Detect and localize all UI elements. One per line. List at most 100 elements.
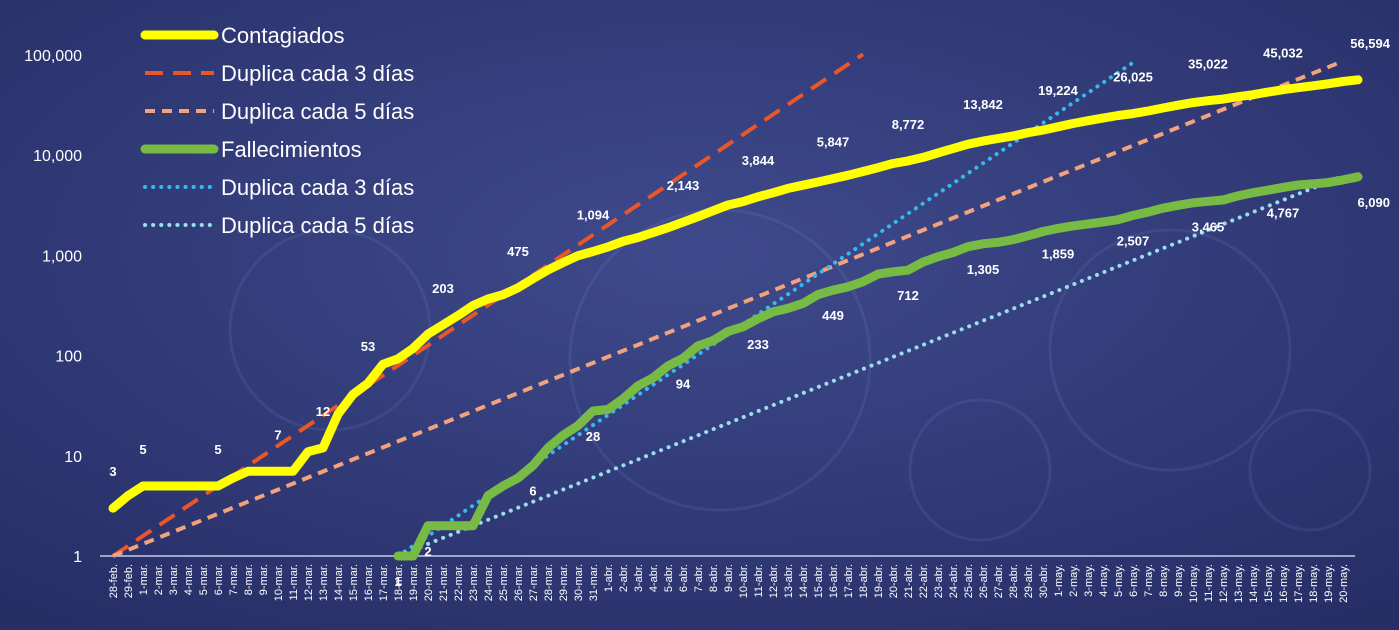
x-tick-label: 8-abr. [708,564,720,592]
x-tick-label: 3-mar. [168,564,180,595]
data-label-3: 3,465 [1192,219,1225,234]
x-tick-label: 1-mar. [138,564,150,595]
data-label-3: 2,507 [1117,233,1150,248]
legend-label-5: Duplica cada 5 días [221,213,414,238]
x-tick-label: 21-abr. [903,564,915,598]
x-tick-label: 14-abr. [798,564,810,598]
data-label-0: 35,022 [1188,57,1228,72]
data-label-0: 5 [139,442,146,457]
x-tick-label: 4-may. [1098,564,1110,597]
x-tick-label: 16-mar. [363,564,375,601]
y-tick-label: 100,000 [24,48,82,65]
x-tick-label: 27-mar. [528,564,540,601]
x-tick-label: 17-may. [1293,564,1305,603]
x-tick-label: 28-mar. [543,564,555,601]
legend-label-0: Contagiados [221,23,345,48]
x-tick-label: 10-abr. [738,564,750,598]
data-label-0: 53 [361,339,375,354]
x-tick-label: 9-abr. [723,564,735,592]
x-tick-label: 14-may. [1248,564,1260,603]
legend-label-2: Duplica cada 5 días [221,99,414,124]
data-label-0: 45,032 [1263,46,1303,61]
data-label-0: 2,143 [667,178,700,193]
data-label-3: 94 [676,376,691,391]
x-tick-label: 27-abr. [993,564,1005,598]
x-tick-label: 20-mar. [423,564,435,601]
data-label-0: 8,772 [892,117,925,132]
x-tick-label: 18-abr. [858,564,870,598]
x-tick-label: 28-feb. [108,564,120,598]
data-label-3: 28 [586,429,600,444]
data-label-3: 233 [747,337,769,352]
x-tick-label: 9-mar. [258,564,270,595]
x-tick-label: 22-abr. [918,564,930,598]
x-tick-label: 10-mar. [273,564,285,601]
x-tick-label: 15-abr. [813,564,825,598]
x-tick-label: 8-mar. [243,564,255,595]
x-tick-label: 6-mar. [213,564,225,595]
x-tick-label: 7-abr. [693,564,705,592]
data-label-0: 19,224 [1038,83,1079,98]
x-tick-label: 11-may. [1203,564,1215,602]
x-tick-label: 15-mar. [348,564,360,601]
x-tick-label: 28-abr. [1008,564,1020,598]
x-tick-label: 18-mar. [393,564,405,601]
series-line-0 [108,75,1363,513]
x-tick-label: 12-abr. [768,564,780,598]
x-tick-label: 2-abr. [618,564,630,592]
x-tick-label: 7-mar. [228,564,240,595]
x-tick-label: 20-abr. [888,564,900,598]
x-tick-label: 17-mar. [378,564,390,601]
legend-label-4: Duplica cada 3 días [221,175,414,200]
x-tick-label: 26-mar. [513,564,525,601]
data-label-3: 6,090 [1357,195,1390,210]
x-tick-label: 29-mar. [558,564,570,601]
data-label-3: 1,859 [1042,246,1075,261]
x-tick-label: 1-abr. [603,564,615,592]
y-tick-label: 10,000 [33,148,82,165]
data-label-3: 4,767 [1267,205,1300,220]
x-tick-label: 3-may. [1083,564,1095,597]
data-label-3: 1 [394,574,401,589]
x-tick-label: 20-may. [1338,564,1350,603]
x-tick-label: 19-abr. [873,564,885,598]
data-label-0: 13,842 [963,97,1003,112]
data-label-3: 2 [424,544,431,559]
data-label-0: 12 [316,404,330,419]
x-tick-label: 3-abr. [633,564,645,592]
x-tick-label: 5-abr. [663,564,675,592]
data-label-0: 203 [432,281,454,296]
y-tick-label: 100 [55,349,82,366]
x-tick-label: 26-abr. [978,564,990,598]
data-label-0: 3 [109,464,116,479]
x-tick-label: 29-feb. [123,564,135,598]
legend-label-3: Fallecimientos [221,137,362,162]
data-label-0: 475 [507,244,529,259]
data-label-3: 712 [897,288,919,303]
data-label-3: 6 [529,484,536,499]
x-tick-label: 30-mar. [573,564,585,601]
x-tick-label: 6-may. [1128,564,1140,597]
x-tick-label: 29-abr. [1023,564,1035,598]
x-tick-label: 14-mar. [333,564,345,601]
x-tick-label: 22-mar. [453,564,465,601]
y-tick-label: 1 [73,549,82,566]
x-tick-label: 16-abr. [828,564,840,598]
x-tick-label: 19-mar. [408,564,420,601]
x-tick-label: 4-mar. [183,564,195,595]
y-tick-label: 1,000 [42,248,82,265]
data-label-0: 5 [214,442,221,457]
x-tick-label: 13-mar. [318,564,330,601]
x-tick-label: 5-may. [1113,564,1125,597]
data-label-3: 449 [822,308,844,323]
x-tick-label: 18-may. [1308,564,1320,603]
x-tick-label: 23-abr. [933,564,945,598]
x-tick-label: 19-may. [1323,564,1335,603]
x-tick-label: 31-mar. [588,564,600,601]
x-tick-label: 21-mar. [438,564,450,601]
x-tick-label: 1-may. [1053,564,1065,597]
x-tick-label: 12-mar. [303,564,315,601]
x-tick-label: 5-mar. [198,564,210,595]
